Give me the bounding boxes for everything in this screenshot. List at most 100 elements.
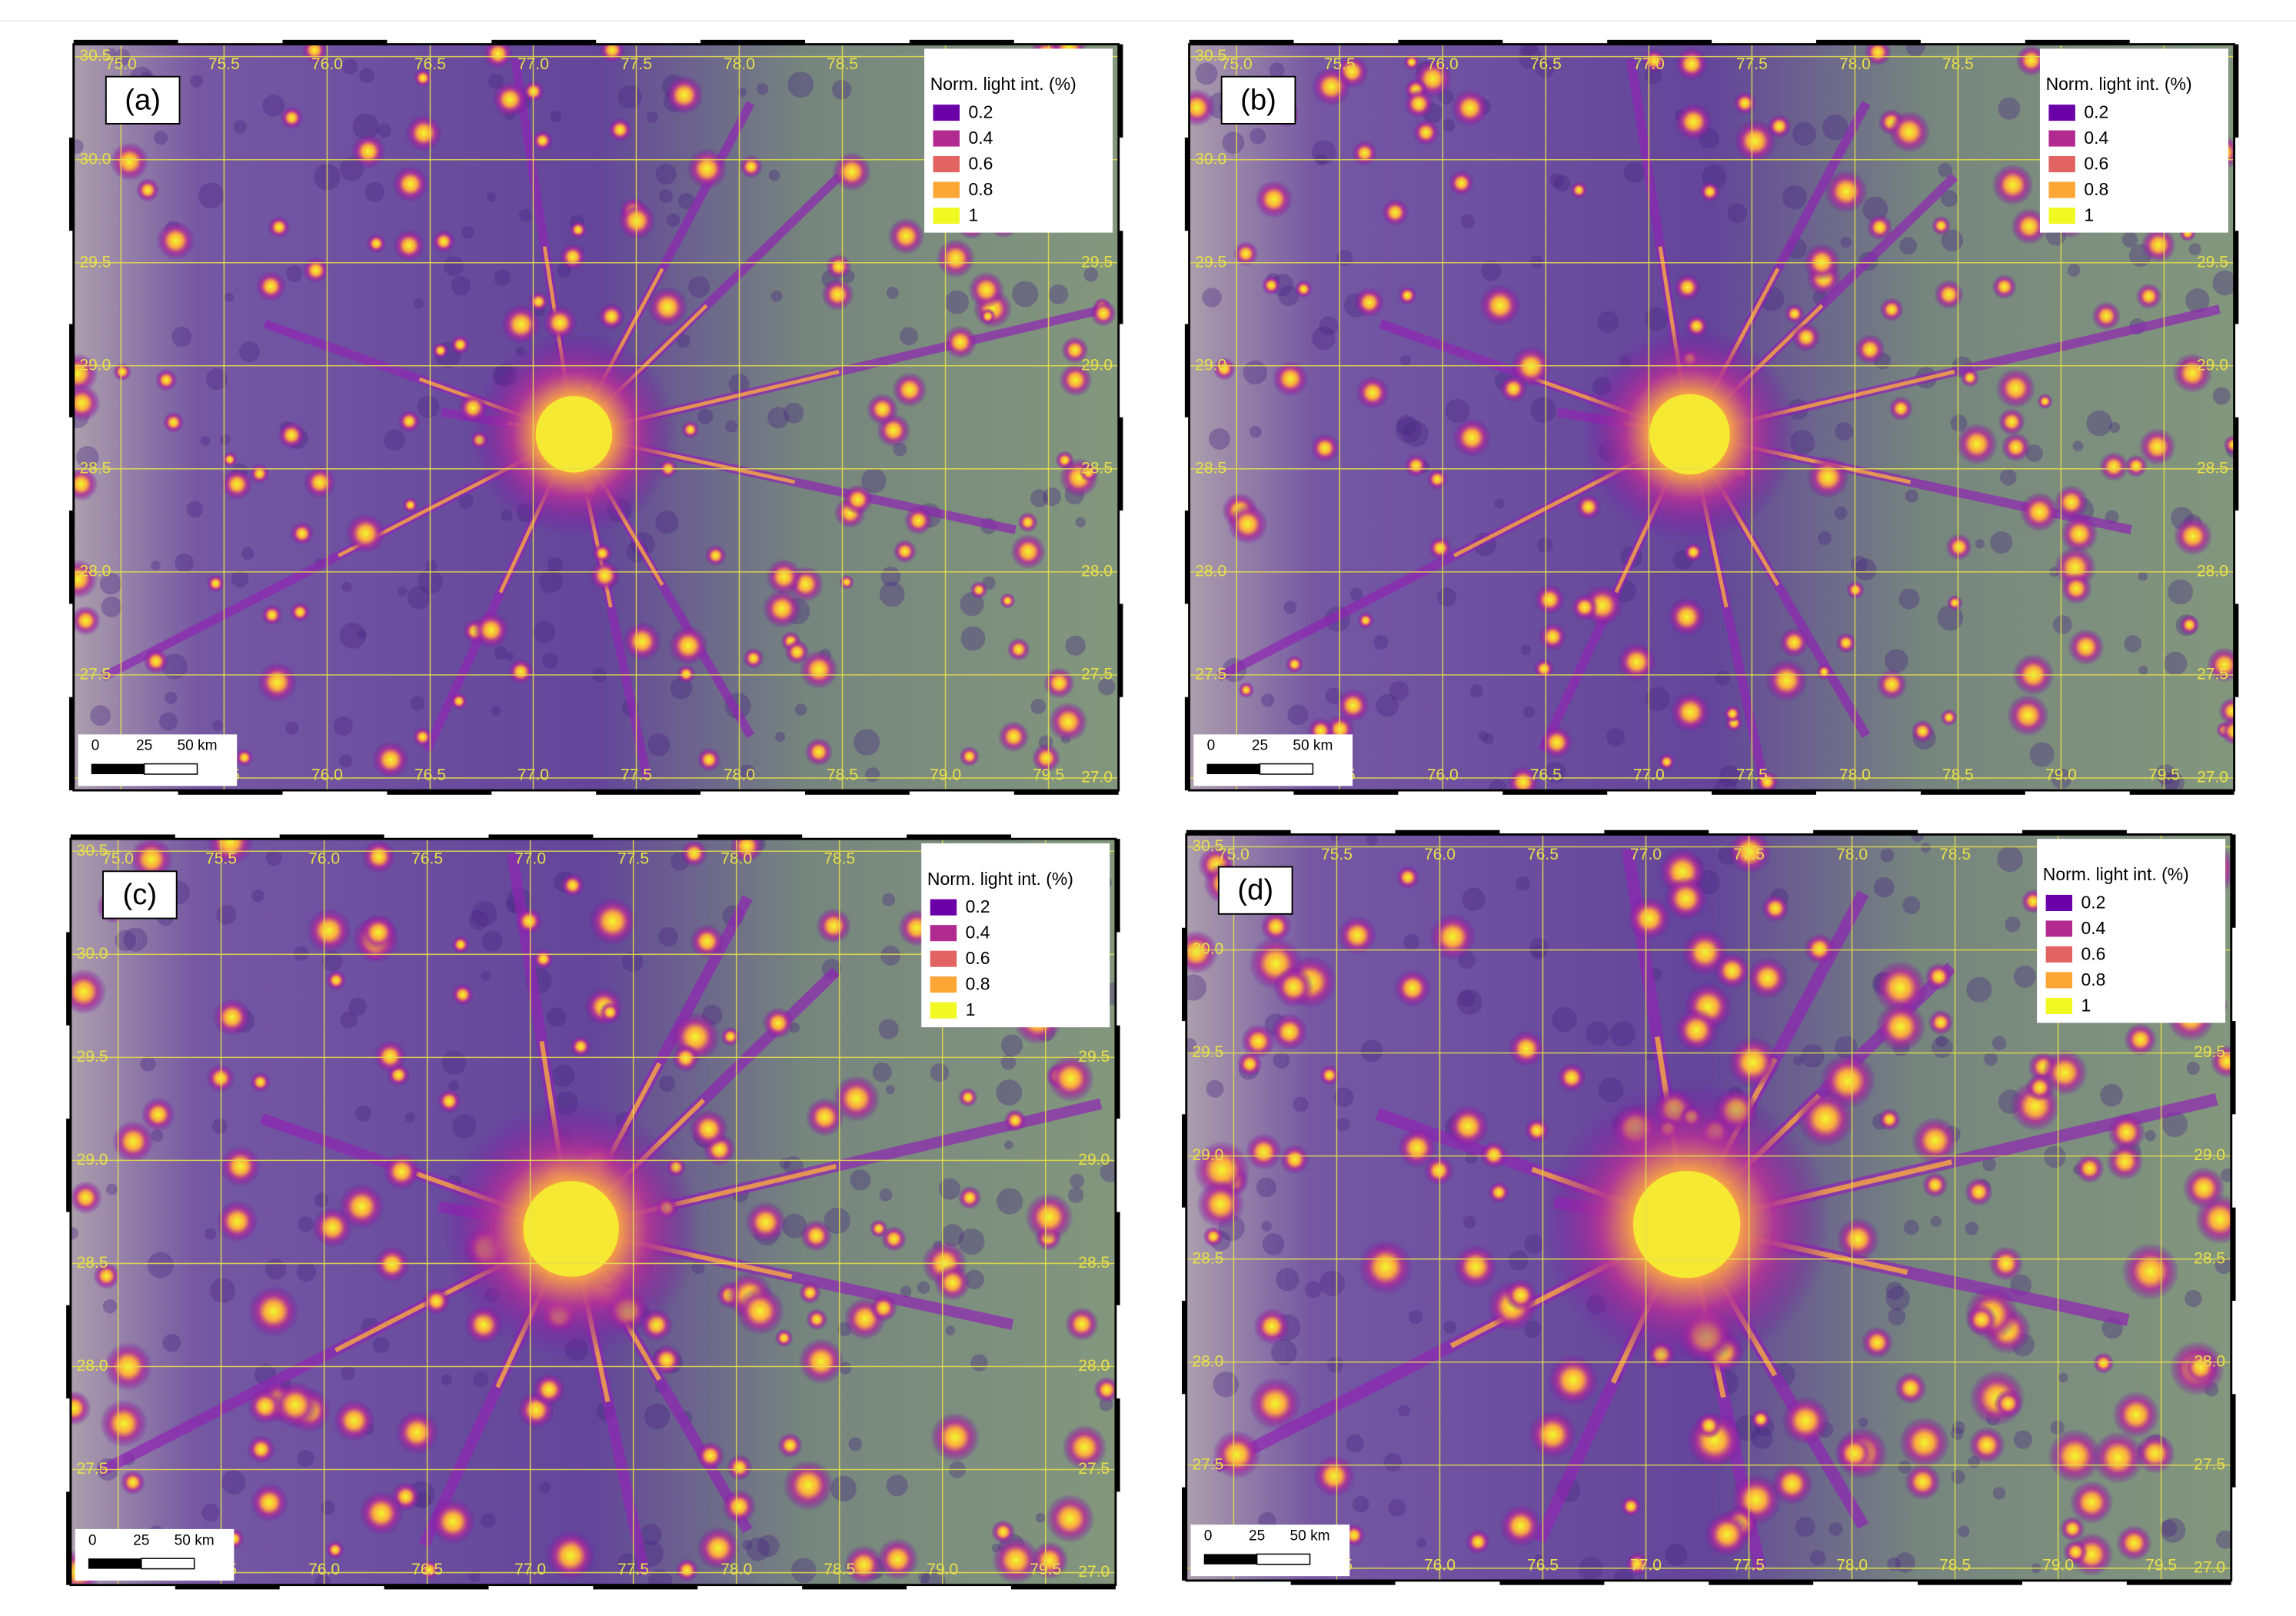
lon-label-bottom: 77.5	[1736, 766, 1768, 783]
texture	[1445, 398, 1470, 424]
light-blob	[1337, 916, 1377, 956]
light-blob	[1448, 170, 1475, 196]
lat-label-left: 29.0	[79, 356, 111, 374]
texture	[251, 889, 265, 903]
light-blob	[762, 589, 802, 628]
light-blob	[1429, 913, 1477, 961]
frame-tick	[68, 137, 74, 231]
texture	[900, 327, 918, 346]
light-blob	[1761, 893, 1790, 923]
light-blob	[1031, 743, 1061, 773]
light-blob	[2172, 353, 2213, 394]
texture	[1835, 422, 1854, 441]
legend-label: 0.6	[2084, 154, 2108, 174]
texture	[359, 68, 374, 84]
light-blob	[1750, 1408, 1772, 1430]
light-blob	[219, 1145, 261, 1187]
light-blob	[739, 155, 764, 179]
texture	[1030, 698, 1047, 714]
light-blob	[999, 593, 1016, 609]
lon-label-bottom: 78.5	[824, 1561, 855, 1578]
light-blob	[73, 605, 101, 636]
texture	[297, 1449, 314, 1468]
texture	[1520, 644, 1532, 655]
texture	[410, 696, 425, 711]
frame-tick	[1709, 1580, 1814, 1585]
texture	[872, 1062, 892, 1082]
scale-bar-box	[75, 1528, 235, 1581]
texture	[1048, 284, 1069, 304]
frame-tick	[2021, 830, 2127, 835]
texture	[1293, 1096, 1309, 1112]
texture	[140, 1056, 156, 1072]
lat-label-right: 27.0	[2194, 1558, 2225, 1576]
lat-label-right: 29.5	[1078, 1048, 1110, 1066]
lat-label-right: 28.5	[2194, 1249, 2225, 1267]
texture	[1336, 249, 1353, 266]
light-blob	[1240, 1024, 1276, 1059]
light-blob	[592, 543, 613, 564]
texture	[659, 189, 674, 204]
texture	[697, 408, 714, 424]
light-blob	[2220, 717, 2234, 746]
texture	[1623, 161, 1645, 183]
light-blob	[2006, 693, 2049, 737]
scale-bar-label: 50 km	[177, 738, 217, 754]
texture	[1256, 1177, 1276, 1198]
light-blob	[800, 1219, 833, 1252]
light-blob	[143, 648, 169, 674]
light-blob	[1968, 1426, 2006, 1464]
texture	[1905, 489, 1919, 503]
light-blob	[422, 1286, 451, 1315]
light-blob	[392, 229, 426, 262]
texture	[1885, 649, 1908, 673]
light-blob	[247, 1388, 284, 1425]
lat-label-left: 28.0	[77, 1357, 108, 1375]
light-blob	[515, 907, 543, 935]
texture	[211, 720, 223, 731]
legend-swatch	[933, 105, 960, 121]
lon-label-top: 77.0	[517, 55, 549, 73]
lon-label-bottom: 79.5	[2148, 766, 2180, 783]
texture	[494, 646, 507, 660]
texture	[1801, 1044, 1825, 1068]
lon-label-top: 75.5	[205, 850, 237, 868]
light-blob	[1045, 1494, 1095, 1544]
texture	[1531, 945, 1546, 960]
light-blob	[1547, 1354, 1599, 1407]
light-blob	[249, 1483, 289, 1522]
map-body: 75.075.075.575.576.076.076.576.577.077.0…	[1189, 44, 2234, 791]
light-blob	[1356, 376, 1389, 410]
light-blob	[277, 421, 306, 450]
texture	[377, 123, 391, 138]
light-blob	[306, 907, 352, 953]
light-blob	[2182, 1348, 2219, 1386]
light-blob	[391, 165, 429, 203]
legend-label: 0.8	[968, 179, 993, 199]
light-blob	[1888, 396, 1914, 421]
light-blob	[1030, 1541, 1069, 1580]
light-blob	[903, 506, 933, 535]
light-blob	[2025, 1073, 2055, 1102]
lon-label-bottom: 78.5	[1939, 1556, 1971, 1574]
lon-label-bottom: 76.5	[414, 766, 446, 783]
texture	[1597, 311, 1619, 333]
lon-label-bottom: 77.0	[514, 1561, 546, 1578]
texture	[1416, 1538, 1426, 1548]
light-blob	[1955, 423, 1998, 465]
texture	[2138, 570, 2148, 581]
texture	[404, 1112, 416, 1123]
texture	[676, 334, 691, 348]
light-blob	[373, 1039, 407, 1073]
light-blob	[2138, 427, 2177, 466]
frame-tick	[488, 834, 594, 840]
light-blob	[959, 746, 980, 767]
panel-label: (d)	[1237, 873, 1273, 906]
legend-label: 1	[2081, 995, 2091, 1015]
texture	[341, 1365, 356, 1381]
light-blob	[607, 117, 633, 142]
light-blob	[798, 1281, 822, 1305]
texture	[539, 1481, 551, 1494]
texture	[1462, 1215, 1476, 1229]
light-blob	[570, 1036, 592, 1058]
